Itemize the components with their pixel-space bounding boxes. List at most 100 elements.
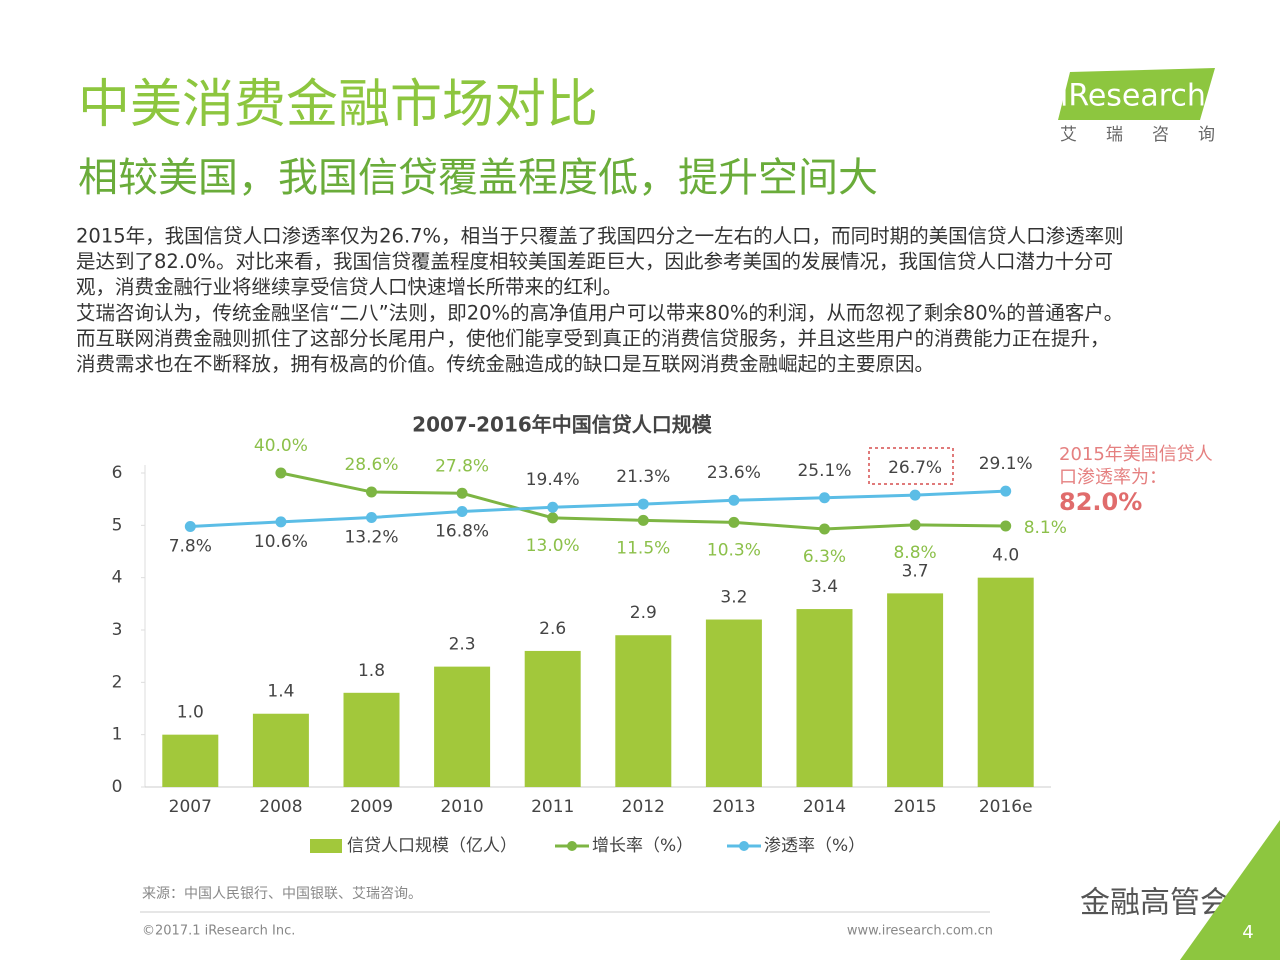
paragraph-line: 2015年，我国信贷人口渗透率仅为26.7%，相当于只覆盖了我国四分之一左右的人… bbox=[76, 225, 1124, 248]
bar bbox=[705, 619, 762, 787]
y-tick-label: 1 bbox=[112, 725, 123, 745]
bar bbox=[796, 609, 853, 787]
bar bbox=[162, 734, 219, 787]
bar-label: 2.3 bbox=[449, 635, 476, 655]
data-label: 23.6% bbox=[707, 463, 761, 483]
data-label: 25.1% bbox=[797, 461, 851, 481]
data-label: 8.8% bbox=[893, 543, 936, 563]
x-tick-label: 2012 bbox=[622, 797, 665, 817]
data-label: 11.5% bbox=[616, 538, 670, 558]
data-label: 16.8% bbox=[435, 522, 489, 542]
y-tick-label: 0 bbox=[112, 777, 123, 797]
data-label: 19.4% bbox=[526, 470, 580, 490]
bar bbox=[434, 666, 491, 787]
point bbox=[909, 489, 921, 501]
point bbox=[456, 506, 468, 518]
data-label: 27.8% bbox=[435, 456, 489, 476]
y-tick-label: 6 bbox=[112, 463, 123, 483]
data-label: 21.3% bbox=[616, 467, 670, 487]
x-tick-label: 2007 bbox=[169, 797, 212, 817]
paragraph-line: 是达到了82.0%。对比来看，我国信贷覆盖程度相较美国差距巨大，因此参考美国的发… bbox=[76, 250, 1113, 273]
paragraph-line: 消费需求也在不断释放，拥有极高的价值。传统金融造成的缺口是互联网消费金融崛起的主… bbox=[76, 353, 934, 376]
highlight-box bbox=[868, 447, 954, 485]
bar-label: 1.4 bbox=[267, 682, 294, 702]
legend-point bbox=[567, 841, 577, 851]
bar-label: 4.0 bbox=[992, 546, 1019, 566]
copyright: ©2017.1 iResearch Inc. bbox=[142, 924, 295, 939]
legend-swatch bbox=[310, 839, 342, 853]
logo-box bbox=[1058, 68, 1215, 120]
legend-label: 增长率（%） bbox=[592, 836, 693, 856]
bar-label: 3.4 bbox=[811, 577, 838, 597]
y-tick-label: 3 bbox=[112, 620, 123, 640]
y-tick-label: 2 bbox=[112, 672, 123, 692]
point bbox=[819, 523, 830, 535]
data-label: 28.6% bbox=[344, 455, 398, 475]
data-label: 6.3% bbox=[803, 547, 846, 567]
point bbox=[637, 498, 649, 510]
point bbox=[547, 512, 559, 524]
x-tick-label: 2016e bbox=[979, 797, 1033, 817]
data-label: 29.1% bbox=[979, 454, 1033, 474]
line bbox=[190, 489, 1006, 528]
x-tick-label: 2015 bbox=[893, 797, 936, 817]
logo: iResearch bbox=[1060, 79, 1206, 114]
point bbox=[184, 520, 196, 532]
bar-label: 3.7 bbox=[902, 561, 929, 581]
bar bbox=[977, 577, 1034, 787]
page-number: 4 bbox=[1242, 922, 1253, 943]
point bbox=[366, 486, 377, 498]
x-tick-label: 2011 bbox=[531, 797, 574, 817]
legend-label: 渗透率（%） bbox=[764, 836, 865, 856]
point bbox=[728, 494, 740, 506]
legend-label: 信贷人口规模（亿人） bbox=[347, 836, 517, 856]
bar bbox=[887, 593, 944, 787]
bar bbox=[252, 713, 309, 787]
annotation-text: 口渗透率为： bbox=[1059, 467, 1167, 488]
x-tick-label: 2010 bbox=[440, 797, 483, 817]
watermark: 金融高管会 bbox=[1080, 886, 1230, 921]
paragraph-line: 观，消费金融行业将继续享受信贷人口快速增长所带来的红利。 bbox=[76, 276, 622, 299]
chart-title: 2007-2016年中国信贷人口规模 bbox=[412, 413, 713, 437]
point bbox=[366, 512, 377, 524]
data-label: 8.1% bbox=[1024, 518, 1067, 538]
point bbox=[275, 516, 287, 528]
data-label: 10.6% bbox=[254, 532, 308, 552]
url: www.iresearch.com.cn bbox=[847, 924, 993, 939]
x-tick-label: 2014 bbox=[803, 797, 846, 817]
bar-label: 2.6 bbox=[539, 619, 566, 639]
bar bbox=[524, 650, 581, 787]
bar bbox=[343, 692, 400, 787]
point bbox=[456, 487, 468, 499]
source: 来源：中国人民银行、中国银联、艾瑞咨询。 bbox=[142, 886, 422, 902]
annotation-text: 2015年美国信贷人 bbox=[1059, 444, 1213, 465]
annotation-value: 82.0% bbox=[1059, 488, 1142, 516]
data-label: 7.8% bbox=[169, 536, 212, 556]
y-tick-label: 5 bbox=[112, 515, 123, 535]
point bbox=[547, 501, 559, 513]
x-tick-label: 2009 bbox=[350, 797, 393, 817]
data-label: 13.0% bbox=[526, 536, 580, 556]
paragraph-line: 艾瑞咨询认为，传统金融坚信“二八”法则，即20%的高净值用户可以带来80%的利润… bbox=[76, 301, 1123, 324]
point bbox=[728, 516, 740, 528]
bar-label: 1.0 bbox=[177, 703, 204, 723]
legend-point bbox=[739, 841, 749, 851]
data-label: 26.7% bbox=[888, 458, 942, 478]
point bbox=[637, 514, 649, 526]
bar bbox=[615, 635, 672, 787]
data-label: 13.2% bbox=[344, 528, 398, 548]
bar-label: 2.9 bbox=[630, 603, 657, 623]
x-tick-label: 2013 bbox=[712, 797, 755, 817]
data-label: 40.0% bbox=[254, 436, 308, 456]
subtitle: 相较美国，我国信贷覆盖程度低，提升空间大 bbox=[78, 155, 878, 201]
y-tick-label: 4 bbox=[112, 568, 123, 588]
paragraph-line: 而互联网消费金融则抓住了这部分长尾用户，使他们能享受到真正的消费信贷服务，并且这… bbox=[76, 327, 1110, 350]
corner-decoration bbox=[1180, 820, 1280, 960]
bar-label: 1.8 bbox=[358, 661, 385, 681]
point bbox=[909, 519, 921, 531]
data-label: 10.3% bbox=[707, 540, 761, 560]
point bbox=[819, 492, 830, 504]
bar-label: 3.2 bbox=[720, 588, 747, 608]
